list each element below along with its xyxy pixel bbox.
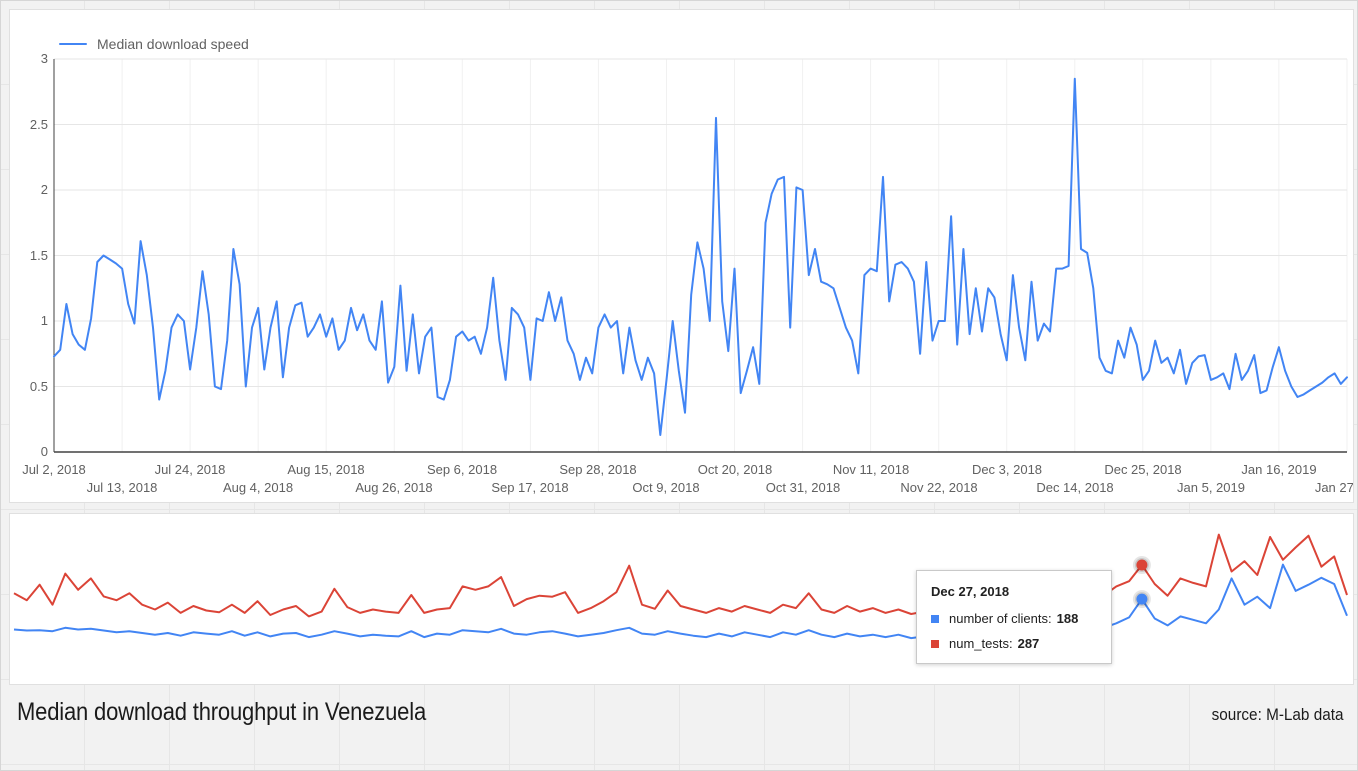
x-axis-tick-label: Sep 6, 2018 bbox=[426, 462, 498, 477]
main-chart-plot[interactable] bbox=[10, 10, 1354, 503]
tooltip: Dec 27, 2018 number of clients: 188 num_… bbox=[916, 570, 1112, 664]
main-chart-card: Median download speed 0 0.5 1 1.5 2 2.5 3 Jul 2… bbox=[9, 9, 1354, 503]
tooltip-row-clients: number of clients: 188 bbox=[931, 611, 1097, 626]
chart-caption: Median download throughput in Venezuela bbox=[17, 698, 427, 726]
x-axis-tick-label: Jan 16, 2019 bbox=[1241, 462, 1317, 477]
y-axis-tick-label: 0.5 bbox=[29, 379, 48, 394]
number-of-clients-line[interactable] bbox=[13, 563, 1348, 640]
x-axis-tick-label: Aug 26, 2018 bbox=[355, 480, 433, 495]
x-axis-tick-label: Jul 2, 2018 bbox=[22, 462, 86, 477]
y-axis-tick-label: 1 bbox=[40, 313, 48, 328]
x-axis-tick-label: Nov 11, 2018 bbox=[832, 462, 910, 477]
x-axis-tick-label: Dec 14, 2018 bbox=[1036, 480, 1114, 495]
x-axis-tick-label: Dec 25, 2018 bbox=[1104, 462, 1182, 477]
tests-swatch-icon bbox=[931, 639, 939, 648]
highlight-dot-clients[interactable] bbox=[1136, 593, 1148, 605]
x-axis-tick-label: Jan 5, 2019 bbox=[1177, 480, 1245, 495]
secondary-chart-plot[interactable] bbox=[10, 514, 1354, 685]
x-axis-tick-label: Jul 13, 2018 bbox=[86, 480, 158, 495]
x-axis-tick-label: Oct 31, 2018 bbox=[765, 480, 841, 495]
y-axis-tick-label: 0 bbox=[40, 444, 48, 459]
x-axis-tick-label: Oct 20, 2018 bbox=[697, 462, 773, 477]
legend: Median download speed bbox=[59, 36, 249, 52]
tooltip-clients-value: 188 bbox=[1056, 611, 1079, 626]
median-download-speed-line[interactable] bbox=[53, 77, 1348, 436]
caption-bar: Median download throughput in Venezuela … bbox=[1, 698, 1358, 727]
x-axis-tick-label: Nov 22, 2018 bbox=[900, 480, 978, 495]
x-axis-tick-label: Aug 15, 2018 bbox=[287, 462, 365, 477]
x-axis-tick-label: Sep 28, 2018 bbox=[559, 462, 637, 477]
tooltip-tests-label: num_tests: bbox=[949, 636, 1013, 651]
x-axis-tick-label: Sep 17, 2018 bbox=[491, 480, 569, 495]
x-axis-tick-label: Aug 4, 2018 bbox=[222, 480, 294, 495]
y-axis-tick-label: 2 bbox=[40, 182, 48, 197]
tooltip-row-tests: num_tests: 287 bbox=[931, 636, 1097, 651]
y-axis-tick-label: 2.5 bbox=[29, 117, 48, 132]
num-tests-line[interactable] bbox=[13, 533, 1348, 618]
x-axis-tick-label: Oct 9, 2018 bbox=[632, 480, 700, 495]
legend-label: Median download speed bbox=[97, 36, 249, 52]
source-note: source: M-Lab data bbox=[1211, 705, 1343, 724]
clients-swatch-icon bbox=[931, 614, 939, 623]
x-axis-tick-label: Dec 3, 2018 bbox=[971, 462, 1043, 477]
highlight-dot-num-tests[interactable] bbox=[1136, 559, 1148, 571]
y-axis-tick-label: 1.5 bbox=[29, 248, 48, 263]
legend-line-swatch-icon bbox=[59, 43, 87, 45]
x-axis-tick-label: Jul 24, 2018 bbox=[154, 462, 226, 477]
secondary-chart-card: Dec 27, 2018 number of clients: 188 num_… bbox=[9, 513, 1354, 685]
y-axis-tick-label: 3 bbox=[40, 51, 48, 66]
x-axis-tick-label: Jan 27, 2... bbox=[1314, 480, 1354, 495]
tooltip-tests-value: 287 bbox=[1017, 636, 1040, 651]
tooltip-clients-label: number of clients: bbox=[949, 611, 1052, 626]
tooltip-date: Dec 27, 2018 bbox=[931, 584, 1010, 599]
